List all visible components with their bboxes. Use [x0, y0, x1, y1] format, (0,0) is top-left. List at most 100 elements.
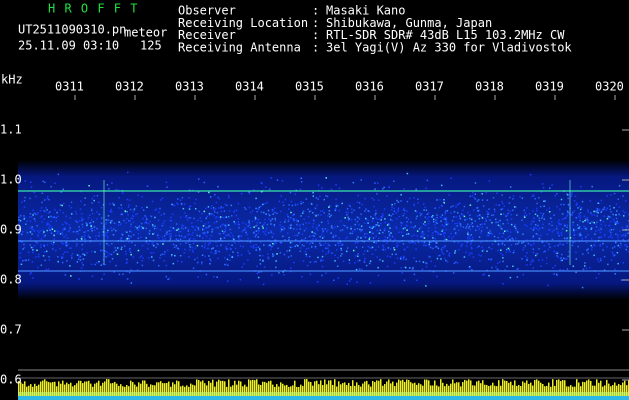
- level-tick: [110, 383, 112, 396]
- noise-dot: [163, 259, 165, 262]
- noise-dot: [508, 249, 511, 251]
- noise-dot: [406, 200, 409, 203]
- level-tick: [568, 386, 570, 396]
- noise-dot: [69, 217, 72, 219]
- noise-dot: [134, 213, 137, 216]
- noise-dot: [413, 257, 415, 259]
- noise-dot: [33, 218, 36, 220]
- noise-dot: [444, 257, 446, 260]
- time-label: 0319: [535, 80, 564, 94]
- noise-dot: [542, 223, 544, 226]
- noise-dot: [187, 233, 189, 236]
- noise-dot: [290, 200, 293, 203]
- noise-dot: [598, 260, 600, 263]
- noise-dot: [197, 276, 199, 278]
- noise-dot: [364, 257, 366, 260]
- noise-dot: [471, 268, 473, 271]
- noise-dot: [51, 248, 54, 250]
- noise-dot: [610, 259, 613, 261]
- noise-dot: [441, 224, 444, 226]
- level-tick: [404, 381, 406, 396]
- noise-dot: [198, 178, 200, 180]
- level-tick: [138, 382, 140, 396]
- noise-dot: [137, 249, 140, 252]
- noise-dot: [596, 207, 599, 210]
- noise-dot: [509, 251, 511, 253]
- noise-dot: [497, 243, 500, 245]
- noise-dot: [45, 250, 48, 253]
- noise-dot: [397, 244, 399, 247]
- noise-dot: [191, 225, 193, 228]
- noise-dot: [435, 245, 438, 248]
- noise-dot: [229, 247, 232, 250]
- noise-dot: [421, 241, 423, 243]
- noise-dot: [60, 191, 63, 193]
- noise-dot: [578, 212, 580, 215]
- noise-dot: [46, 229, 48, 232]
- noise-dot: [145, 237, 147, 239]
- noise-dot: [220, 244, 222, 246]
- noise-dot: [296, 228, 298, 231]
- level-tick: [488, 385, 490, 396]
- noise-dot: [610, 234, 612, 236]
- noise-dot: [269, 220, 272, 223]
- noise-dot: [289, 246, 292, 249]
- noise-dot: [560, 259, 562, 262]
- noise-dot: [67, 243, 69, 246]
- level-tick: [20, 382, 22, 396]
- level-tick: [412, 383, 414, 396]
- level-tick: [462, 382, 464, 396]
- noise-dot: [91, 198, 94, 200]
- level-tick: [118, 385, 120, 396]
- noise-dot: [211, 205, 213, 207]
- noise-dot: [192, 251, 194, 253]
- noise-dot: [471, 191, 474, 194]
- noise-dot: [89, 214, 91, 217]
- noise-dot: [504, 269, 506, 271]
- noise-dot: [321, 187, 323, 189]
- noise-dot: [204, 231, 206, 234]
- noise-dot: [522, 273, 525, 276]
- noise-dot: [584, 262, 586, 264]
- noise-dot: [500, 208, 503, 211]
- noise-dot: [393, 203, 396, 205]
- noise-dot: [577, 215, 580, 218]
- noise-dot: [89, 222, 91, 224]
- noise-dot: [581, 286, 584, 289]
- noise-dot: [191, 249, 194, 251]
- noise-dot: [210, 248, 213, 250]
- noise-dot: [251, 210, 254, 212]
- noise-dot: [213, 275, 215, 278]
- noise-dot: [33, 230, 36, 232]
- noise-dot: [406, 172, 409, 175]
- noise-dot: [79, 229, 81, 231]
- noise-dot: [282, 201, 284, 203]
- noise-dot: [561, 259, 563, 262]
- noise-dot: [172, 243, 175, 246]
- noise-dot: [106, 251, 109, 254]
- noise-dot: [76, 230, 79, 233]
- level-tick: [572, 386, 574, 396]
- noise-dot: [322, 231, 324, 233]
- noise-dot: [59, 209, 61, 212]
- noise-dot: [428, 255, 430, 258]
- noise-dot: [610, 194, 612, 196]
- noise-dot: [414, 210, 417, 212]
- noise-dot: [378, 237, 380, 240]
- noise-dot: [129, 247, 131, 250]
- level-tick: [334, 379, 336, 396]
- noise-dot: [262, 223, 265, 226]
- noise-dot: [61, 223, 64, 226]
- noise-dot: [96, 194, 99, 197]
- level-tick: [470, 380, 472, 396]
- noise-dot: [186, 219, 189, 221]
- noise-dot: [501, 243, 504, 245]
- noise-dot: [187, 217, 189, 219]
- noise-dot: [585, 267, 588, 270]
- level-tick: [446, 383, 448, 396]
- noise-dot: [530, 261, 533, 263]
- noise-dot: [332, 234, 335, 236]
- noise-dot: [590, 248, 593, 251]
- noise-dot: [432, 218, 435, 221]
- noise-dot: [32, 277, 34, 279]
